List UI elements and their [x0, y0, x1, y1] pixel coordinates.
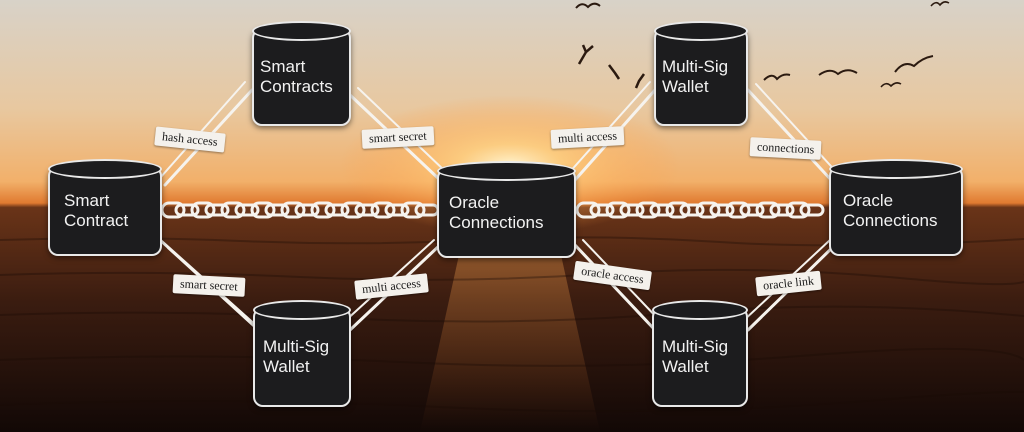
- node-label-line1: Multi-Sig: [662, 336, 729, 356]
- node-smart-contract-left[interactable]: Smart Contract: [48, 159, 162, 256]
- bird-icon: [818, 69, 858, 76]
- node-label-line2: Connections: [449, 213, 544, 232]
- bird-icon: [577, 44, 594, 65]
- node-label-line1: Oracle: [843, 190, 894, 210]
- chain-link-left: [160, 201, 440, 219]
- node-label-line1: Oracle: [449, 192, 500, 212]
- bird-icon: [634, 73, 646, 89]
- bird-icon: [930, 1, 950, 7]
- bird-icon: [894, 55, 934, 73]
- node-label-line2: Wallet: [662, 357, 709, 376]
- node-label-line1: Multi-Sig: [662, 56, 729, 76]
- node-label-line1: Multi-Sig: [263, 336, 330, 356]
- bird-icon: [880, 82, 902, 88]
- node-oracle-connections-center[interactable]: Oracle Connections: [437, 161, 576, 258]
- edge-label: connections: [749, 137, 822, 160]
- bird-icon: [608, 64, 621, 80]
- node-label-line1: Smart: [64, 190, 110, 210]
- node-label-line1: Smart: [260, 56, 306, 76]
- connector: [159, 81, 246, 179]
- node-multisig-wallet-bottom-left[interactable]: Multi-Sig Wallet: [253, 300, 351, 407]
- node-multisig-wallet-bottom-right[interactable]: Multi-Sig Wallet: [652, 300, 748, 407]
- chain-link-right: [575, 201, 825, 219]
- connector: [573, 243, 657, 332]
- node-label-line2: Wallet: [263, 357, 310, 376]
- bird-icon: [575, 2, 601, 9]
- node-multisig-wallet-top-right[interactable]: Multi-Sig Wallet: [654, 21, 748, 126]
- edge-label: multi access: [550, 126, 625, 149]
- edge-label: smart secret: [361, 126, 435, 149]
- node-label-line2: Wallet: [662, 77, 709, 96]
- connector: [755, 83, 841, 177]
- edge-label: smart secret: [172, 274, 246, 297]
- node-label-line2: Connections: [843, 211, 938, 230]
- node-oracle-connections-right[interactable]: Oracle Connections: [829, 159, 963, 256]
- connector: [746, 88, 835, 184]
- node-smart-contract-top[interactable]: Smart Contracts: [252, 21, 351, 126]
- node-label-line2: Contract: [64, 211, 129, 230]
- node-label-line2: Contracts: [260, 77, 333, 96]
- bird-icon: [763, 73, 791, 81]
